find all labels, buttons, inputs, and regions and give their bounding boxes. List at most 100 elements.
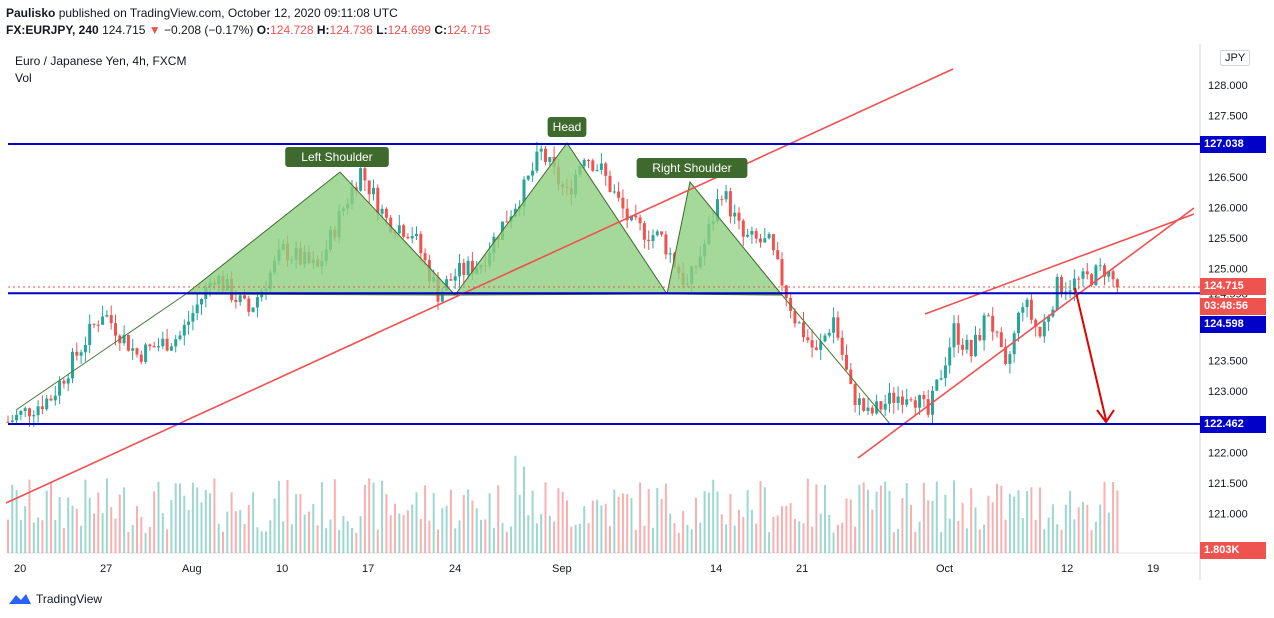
candle-body — [191, 313, 195, 322]
volume-bar — [247, 504, 250, 553]
candle-body — [92, 323, 96, 325]
candle-body — [832, 317, 836, 333]
publish-info: Paulisko published on TradingView.com, O… — [6, 6, 398, 20]
volume-bar — [1039, 487, 1041, 553]
candle-body — [1107, 271, 1111, 277]
volume-bar — [415, 492, 418, 553]
y-tick-label: 125.500 — [1208, 233, 1248, 245]
volume-bar — [897, 528, 900, 553]
candle-body — [668, 253, 672, 255]
volume-bar — [1082, 502, 1084, 553]
volume-bar — [333, 479, 336, 553]
neckline-rise-line — [15, 293, 187, 411]
volume-bar — [239, 510, 242, 553]
candle-body — [71, 351, 74, 379]
candle-body — [397, 225, 401, 234]
volume-bar — [153, 491, 156, 553]
volume-bar — [1021, 518, 1024, 553]
volume-bar — [424, 485, 427, 553]
y-tick-label: 127.500 — [1208, 111, 1248, 123]
candle-body — [389, 217, 393, 233]
candle-body — [402, 225, 406, 237]
candle-body — [1017, 312, 1020, 334]
y-tick-label: 128.000 — [1208, 80, 1248, 92]
price-label: 124.715 — [1200, 278, 1266, 295]
candle-body — [544, 148, 547, 162]
volume-bar — [402, 514, 405, 553]
candle-body — [810, 340, 814, 348]
volume-bar — [505, 531, 508, 553]
volume-bar — [1034, 519, 1037, 553]
volume-bar — [557, 488, 560, 553]
candle-body — [965, 339, 969, 350]
volume-bar — [746, 490, 749, 553]
candle-body — [1012, 333, 1016, 355]
volume-bar — [845, 498, 848, 553]
price-label: 03:48:56 — [1200, 298, 1266, 315]
currency-button[interactable]: JPY — [1220, 50, 1251, 66]
candle-body — [939, 378, 943, 380]
volume-bar — [355, 532, 358, 553]
candle-body — [750, 231, 754, 235]
y-tick-label: 121.500 — [1208, 478, 1248, 490]
candle-body — [759, 238, 762, 243]
volume-bar — [1051, 504, 1054, 553]
volume-bar — [58, 497, 61, 553]
volume-bar — [531, 490, 534, 553]
volume-bar — [144, 532, 147, 553]
candle-body — [879, 401, 883, 410]
volume-bar — [677, 532, 680, 553]
tradingview-footer[interactable]: TradingView — [8, 592, 102, 606]
candle-body — [384, 208, 388, 218]
volume-bar — [50, 482, 52, 553]
volume-bar — [316, 525, 319, 553]
volume-bar — [480, 519, 482, 553]
volume-bar — [699, 522, 702, 553]
volume-bar — [725, 524, 728, 553]
volume-bar — [325, 528, 328, 553]
candle-body — [195, 304, 199, 314]
candle-body — [1047, 316, 1051, 322]
volume-bar — [200, 502, 203, 553]
volume-bar — [535, 523, 538, 553]
candle-body — [122, 334, 126, 344]
candle-body — [66, 378, 70, 384]
volume-bar — [712, 479, 715, 553]
candle-body — [449, 279, 453, 281]
volume-bar — [1064, 504, 1067, 553]
volume-bar — [596, 499, 599, 553]
candle-body — [234, 299, 238, 302]
price-label: 1.803K — [1200, 542, 1266, 559]
author-name[interactable]: Paulisko — [6, 6, 56, 20]
volume-bar — [359, 516, 362, 553]
volume-bar — [759, 481, 762, 553]
volume-bar — [819, 513, 822, 553]
volume-bar — [363, 484, 366, 553]
candle-body — [651, 235, 655, 242]
volume-bar — [940, 532, 943, 553]
candle-body — [720, 199, 724, 201]
volume-bar — [905, 483, 908, 553]
volume-bar — [828, 514, 831, 553]
candle-body — [32, 415, 36, 417]
volume-bar — [269, 520, 272, 553]
volume-bar — [660, 498, 663, 553]
volume-bar — [523, 466, 525, 553]
volume-bar — [454, 528, 457, 553]
candle-body — [1090, 274, 1094, 286]
volume-bar — [419, 518, 422, 553]
volume-bar — [806, 478, 809, 553]
volume-bar — [75, 508, 78, 553]
candle-body — [372, 187, 375, 195]
volume-bar — [583, 506, 586, 553]
candle-body — [522, 179, 526, 207]
volume-bar — [110, 507, 113, 553]
volume-bar — [368, 478, 371, 553]
volume-bar — [191, 482, 194, 553]
y-tick-label: 126.000 — [1208, 203, 1248, 215]
volume-bar — [514, 455, 517, 553]
volume-bar — [729, 494, 732, 553]
pattern-label-box — [636, 158, 748, 178]
volume-bar — [776, 515, 779, 553]
